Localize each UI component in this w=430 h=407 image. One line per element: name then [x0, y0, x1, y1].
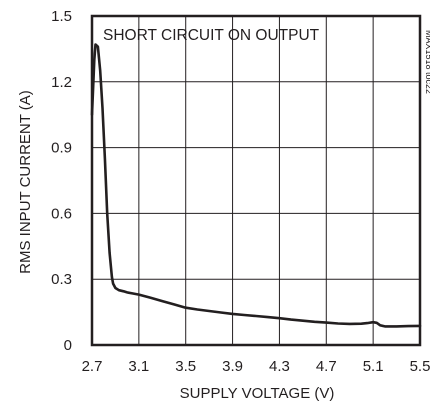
x-tick-label: 4.7 — [316, 358, 337, 375]
plot-frame — [90, 14, 422, 347]
x-tick-label: 2.7 — [82, 358, 103, 375]
series-line — [90, 43, 422, 328]
y-tick-label: 0.3 — [51, 271, 72, 288]
series-line-path — [90, 43, 422, 328]
annotation-label: SHORT CIRCUIT ON OUTPUT — [103, 27, 320, 44]
figure-id: MAX1518 toc22 — [424, 30, 430, 94]
x-tick-label: 3.9 — [222, 358, 243, 375]
y-tick-label: 1.2 — [51, 74, 72, 91]
y-tick-label: 0.6 — [51, 205, 72, 222]
grid — [92, 16, 420, 345]
x-tick-label: 5.1 — [363, 358, 384, 375]
x-tick-label: 3.5 — [175, 358, 196, 375]
y-axis-label: RMS INPUT CURRENT (A) — [17, 90, 34, 274]
x-tick-label: 4.3 — [269, 358, 290, 375]
x-tick-label: 5.5 — [410, 358, 430, 375]
y-tick-label: 0 — [64, 337, 72, 354]
x-tick-labels: 2.7 3.1 3.5 3.9 4.3 4.7 5.1 5.5 — [82, 358, 430, 375]
y-tick-labels: 0 0.3 0.6 0.9 1.2 1.5 — [51, 8, 72, 354]
x-tick-label: 3.1 — [128, 358, 149, 375]
x-axis-label: SUPPLY VOLTAGE (V) — [180, 385, 335, 402]
y-tick-label: 1.5 — [51, 8, 72, 25]
y-tick-label: 0.9 — [51, 140, 72, 157]
